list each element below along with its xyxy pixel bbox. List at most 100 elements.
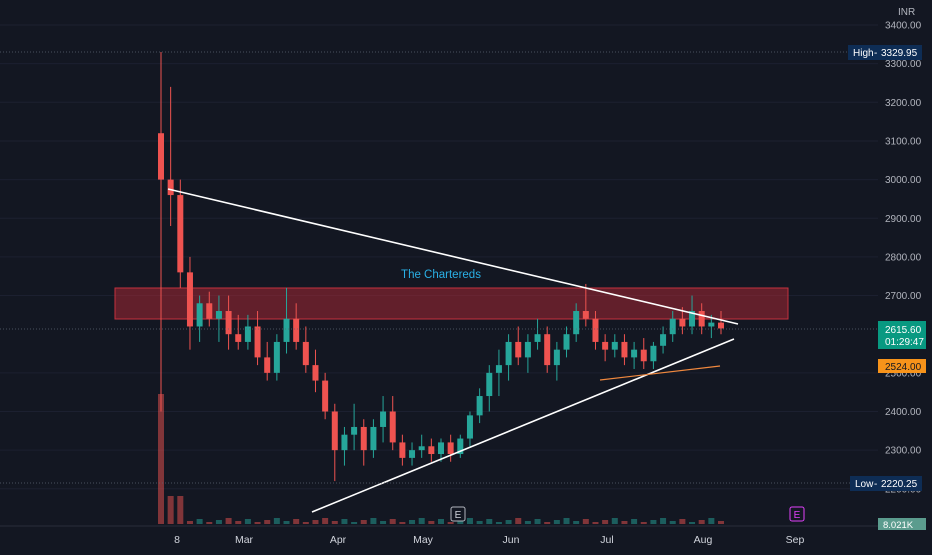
candle-body[interactable] (486, 372, 493, 397)
candle-body[interactable] (621, 341, 628, 358)
volume-bar (254, 522, 261, 524)
volume-bar (167, 496, 174, 524)
candle-body[interactable] (399, 442, 406, 458)
volume-bar (225, 518, 232, 524)
candle-body[interactable] (650, 345, 657, 362)
candle-body[interactable] (592, 318, 599, 342)
candle-body[interactable] (244, 326, 251, 342)
candle-body[interactable] (524, 341, 531, 358)
low-badge: Low - 2220.25 (850, 476, 922, 491)
volume-bar (582, 519, 589, 524)
x-tick-label: Aug (694, 534, 713, 546)
candle-body[interactable] (669, 318, 676, 335)
candle-body[interactable] (660, 334, 667, 346)
candle-body[interactable] (679, 318, 686, 327)
candle-body[interactable] (544, 334, 551, 366)
volume-bar (428, 521, 435, 524)
candle-body[interactable] (264, 357, 271, 373)
candle-body[interactable] (418, 446, 425, 451)
x-tick-label: Sep (786, 534, 805, 546)
volume-bar (553, 520, 560, 524)
candle-body[interactable] (505, 341, 512, 366)
candle-body[interactable] (718, 322, 724, 329)
candle-body[interactable] (698, 311, 705, 327)
candle-body[interactable] (283, 318, 290, 342)
currency-label: INR (898, 7, 915, 18)
candle-body[interactable] (167, 179, 174, 196)
x-tick-label: Mar (235, 534, 254, 546)
volume-bar (293, 519, 300, 524)
moving-average-badge: 2524.00 (878, 359, 926, 373)
candle-body[interactable] (447, 442, 454, 455)
candle-body[interactable] (341, 434, 348, 451)
candle-body[interactable] (409, 450, 416, 458)
candle-body[interactable] (312, 365, 319, 381)
candle-body[interactable] (563, 334, 570, 350)
candle-body[interactable] (689, 311, 696, 327)
candle-body[interactable] (457, 438, 464, 455)
candle-body[interactable] (553, 349, 560, 366)
candle-body[interactable] (515, 341, 522, 358)
candle-body[interactable] (273, 341, 280, 373)
y-tick-label: 2300.00 (885, 446, 922, 457)
candle-body[interactable] (708, 322, 715, 327)
candle-body[interactable] (254, 326, 261, 358)
y-tick-label: 3200.00 (885, 98, 922, 109)
candle-body[interactable] (611, 341, 618, 350)
candle-body[interactable] (380, 411, 387, 427)
earnings-marker[interactable]: E (450, 506, 466, 522)
candle-body[interactable] (428, 446, 435, 455)
volume-bar (660, 518, 667, 524)
y-tick-label: 2400.00 (885, 407, 922, 418)
volume-bar (650, 520, 657, 524)
candle-body[interactable] (602, 341, 609, 350)
volume-bar (438, 519, 444, 524)
candle-body[interactable] (466, 415, 473, 439)
candle-body[interactable] (573, 311, 580, 335)
y-tick-label: 2500.00 (885, 368, 922, 379)
last-price-value: 2615.60 (885, 325, 922, 336)
moving-average-value: 2524.00 (885, 362, 922, 373)
candle-body[interactable] (158, 133, 164, 180)
candle-body[interactable] (370, 426, 377, 451)
volume-bar (602, 520, 609, 524)
volume-bar (631, 519, 638, 524)
candle-body[interactable] (582, 311, 589, 319)
volume-bar (312, 520, 319, 524)
candle-body[interactable] (389, 411, 396, 443)
candle-body[interactable] (206, 303, 213, 319)
candle-body[interactable] (302, 341, 309, 366)
candle-body[interactable] (186, 272, 193, 327)
annotation-label[interactable]: The Chartereds (401, 269, 481, 281)
candle-body[interactable] (438, 442, 444, 455)
volume-bar (206, 522, 213, 524)
candle-body[interactable] (476, 396, 483, 416)
candle-body[interactable] (360, 426, 367, 451)
time-axis[interactable]: 8 Mar Apr May Jun Jul Aug Sep (174, 534, 804, 546)
upcoming-earnings-marker[interactable]: E (789, 506, 805, 522)
candle-body[interactable] (322, 380, 329, 412)
volume-bar (341, 519, 348, 524)
candle-body[interactable] (331, 411, 338, 451)
candle-body[interactable] (534, 334, 541, 342)
low-badge-dash: - (874, 479, 877, 490)
volume-bar (718, 521, 724, 524)
candle-body[interactable] (351, 426, 358, 435)
volume-bar (573, 521, 580, 524)
candle-body[interactable] (495, 365, 502, 373)
candle-body[interactable] (235, 334, 242, 342)
candle-body[interactable] (196, 303, 203, 327)
volume-bar (447, 522, 454, 524)
volume-bar (380, 521, 387, 524)
candle-body[interactable] (225, 311, 232, 335)
candle-body[interactable] (215, 311, 222, 319)
candle-body[interactable] (293, 318, 300, 342)
ascending-trendline[interactable] (311, 338, 735, 513)
low-badge-value: 2220.25 (881, 479, 918, 490)
candle-body[interactable] (631, 349, 638, 358)
volume-bar (611, 518, 618, 524)
descending-trendline[interactable] (167, 188, 739, 325)
candle-body[interactable] (640, 349, 647, 362)
candle-body[interactable] (177, 195, 184, 273)
